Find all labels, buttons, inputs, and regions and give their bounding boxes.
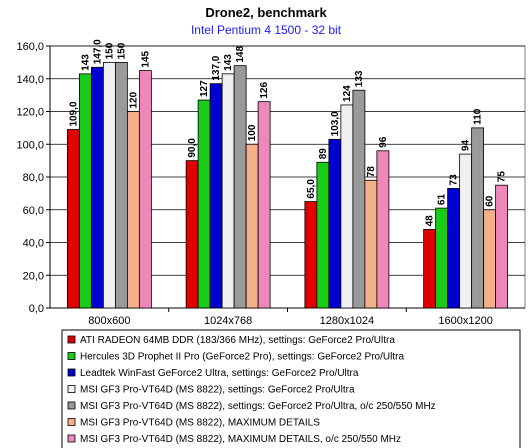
data-label: 126 xyxy=(259,82,270,99)
y-tick-label: 140,0 xyxy=(16,74,44,86)
data-label: 96 xyxy=(378,136,389,148)
data-label: 137,0 xyxy=(211,55,222,80)
legend: ATI RADEON 64MB DDR (183/366 MHz), setti… xyxy=(61,329,521,448)
data-label: 90,0 xyxy=(187,138,198,158)
bar xyxy=(447,188,461,309)
x-tick-label: 800x600 xyxy=(88,315,130,327)
bar xyxy=(304,201,318,309)
legend-label: MSI GF3 Pro-VT64D (MS 8822), MAXIMUM DET… xyxy=(80,418,320,429)
data-label: 150 xyxy=(104,42,115,59)
bar xyxy=(114,61,128,309)
y-tick-label: 100,0 xyxy=(16,139,44,151)
y-tick-label: 0,0 xyxy=(29,303,44,315)
legend-swatch xyxy=(67,418,76,426)
bar xyxy=(138,70,152,309)
chart-subtitle: Intel Pentium 4 1500 - 32 bit xyxy=(191,23,342,37)
bar xyxy=(221,73,235,309)
data-label: 73 xyxy=(449,174,460,186)
legend-label: MSI GF3 Pro-VT64D (MS 8822), settings: G… xyxy=(80,385,355,396)
data-label: 147,0 xyxy=(92,39,103,64)
bar xyxy=(257,101,271,309)
bar xyxy=(471,127,485,309)
data-label: 145 xyxy=(140,50,151,67)
bar xyxy=(209,83,223,309)
legend-label: MSI GF3 Pro-VT64D (MS 8822), MAXIMUM DET… xyxy=(80,434,401,445)
y-tick-label: 80,0 xyxy=(23,172,44,184)
data-label: 124 xyxy=(342,85,353,102)
legend-label: MSI GF3 Pro-VT64D (MS 8822), settings: G… xyxy=(80,401,436,412)
data-label: 103,0 xyxy=(330,111,341,136)
bar xyxy=(340,104,354,309)
data-label: 100 xyxy=(247,124,258,141)
data-label: 110 xyxy=(473,108,484,125)
legend-label: ATI RADEON 64MB DDR (183/366 MHz), setti… xyxy=(80,335,395,346)
legend-swatch xyxy=(67,335,76,344)
data-label: 109,0 xyxy=(68,101,79,126)
data-label: 78 xyxy=(366,166,377,178)
data-label: 65,0 xyxy=(306,179,317,199)
bar xyxy=(459,153,473,309)
bar xyxy=(495,184,509,309)
data-label: 143 xyxy=(80,54,91,71)
bar xyxy=(423,228,437,309)
chart-title: Drone2, benchmark xyxy=(205,5,327,20)
data-label: 127 xyxy=(199,80,210,97)
x-tick-label: 1600x1200 xyxy=(438,315,492,327)
bar xyxy=(483,209,497,309)
bar xyxy=(352,89,366,309)
data-label: 89 xyxy=(318,148,329,160)
bar xyxy=(90,66,104,309)
bar xyxy=(376,150,390,309)
legend-swatch xyxy=(67,385,76,393)
y-tick-label: 120,0 xyxy=(16,107,44,119)
x-tick-label: 1280x1024 xyxy=(320,315,374,327)
bar xyxy=(245,143,259,309)
data-label: 48 xyxy=(425,215,436,227)
data-label: 75 xyxy=(497,171,508,183)
data-label: 150 xyxy=(116,42,127,59)
data-label: 120 xyxy=(128,91,139,108)
bar xyxy=(328,138,342,309)
legend-swatch xyxy=(67,434,76,443)
bar xyxy=(435,207,449,309)
legend-box xyxy=(61,329,521,448)
data-label: 143 xyxy=(223,54,234,71)
bar xyxy=(364,179,378,309)
legend-label: Leadtek WinFast GeForce2 Ultra, settings… xyxy=(80,368,359,379)
data-label: 133 xyxy=(354,70,365,87)
bar xyxy=(126,111,140,309)
y-tick-label: 60,0 xyxy=(23,205,44,217)
x-tick-label: 1024x768 xyxy=(204,315,252,327)
bar xyxy=(66,129,80,309)
legend-swatch xyxy=(67,368,76,377)
bar xyxy=(185,160,199,309)
legend-label: Hercules 3D Prophet II Pro (GeForce2 Pro… xyxy=(80,352,404,363)
bar xyxy=(78,73,92,309)
data-label: 61 xyxy=(437,194,448,206)
bar xyxy=(316,161,330,309)
y-tick-label: 160,0 xyxy=(16,41,44,53)
data-label: 94 xyxy=(461,140,472,152)
y-tick-label: 20,0 xyxy=(23,270,44,282)
data-label: 148 xyxy=(235,46,246,63)
bar xyxy=(102,61,116,309)
y-tick-label: 40,0 xyxy=(23,238,44,250)
plot-area: 0,0 20,0 40,0 60,0 80,0 100,0 120,0 140,0 160,0 8… xyxy=(16,39,526,327)
legend-swatch xyxy=(67,401,76,410)
data-label: 60 xyxy=(485,195,496,207)
bar xyxy=(197,99,211,309)
legend-swatch xyxy=(67,352,76,360)
bar xyxy=(233,65,247,309)
